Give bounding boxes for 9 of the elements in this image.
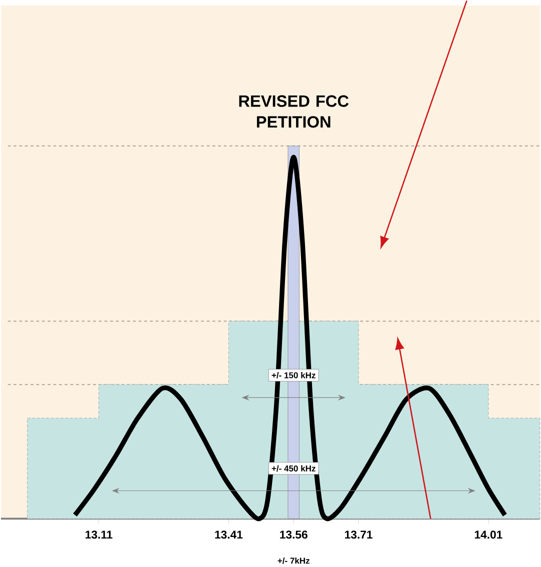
x-tick-label: 13.71 (345, 530, 372, 539)
x-tick-label: 13.41 (215, 530, 243, 539)
chart-title: REVISED FCC PETITION (239, 95, 349, 128)
text: +/- 7kHz (278, 557, 310, 564)
x-tick-label: 13.56 (280, 530, 308, 539)
x-tick-label: 14.01 (474, 530, 502, 539)
annotation: +/- 450 kHz (272, 465, 316, 472)
annotation: +/- 150 kHz (272, 372, 316, 378)
x-tick-label: 13.11 (86, 530, 112, 539)
